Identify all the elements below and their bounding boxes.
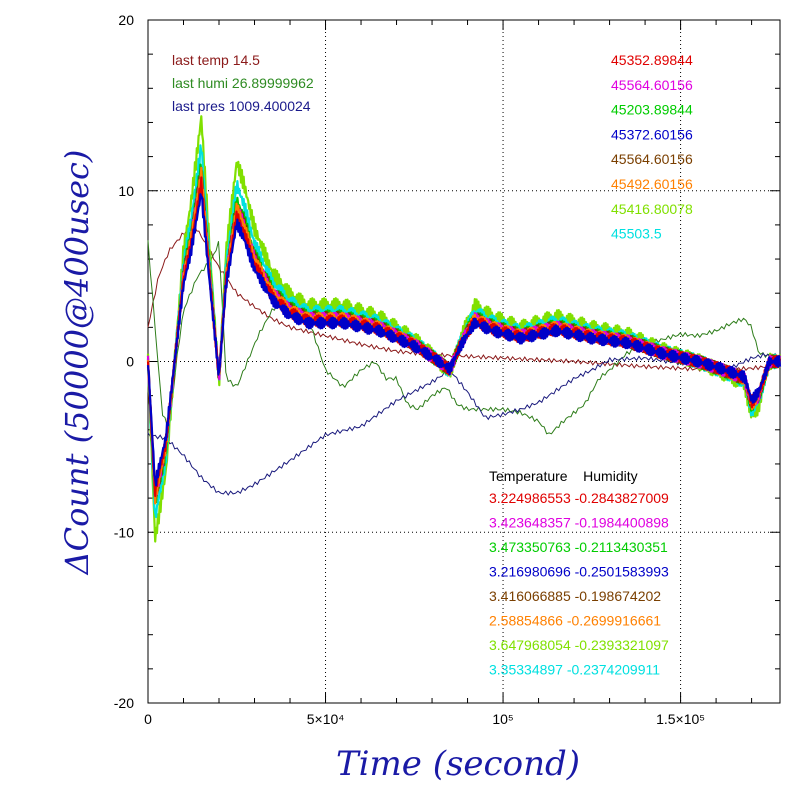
channel-mean-5: 45492.60156 (611, 176, 693, 192)
channel-mean-6: 45416.80078 (611, 201, 693, 217)
coefficient-annotations: 3.224986553 -0.2843827009 3.423648357 -0.… (489, 490, 669, 678)
coefficient-row-7: 3.35334897 -0.2374209911 (489, 662, 660, 678)
y-tick-label-0: -20 (114, 695, 134, 711)
y-axis-title: ΔCount (50000@400usec) (58, 150, 96, 577)
y-tick-label-4: 20 (118, 12, 134, 28)
coefficient-row-2: 3.473350763 -0.2113430351 (489, 539, 668, 555)
series-lines (146, 115, 782, 543)
y-tick-label-2: 0 (126, 354, 134, 370)
x-tick-labels: 0 5×10⁴ 10⁵ 1.5×10⁵ (144, 711, 705, 727)
channel-mean-annotations: 45352.89844 45564.60156 45203.89844 45372.6… (611, 52, 693, 242)
coefficient-header: Temperature Humidity (489, 468, 638, 484)
channel-mean-2: 45203.89844 (611, 102, 693, 118)
channel-mean-3: 45372.60156 (611, 126, 693, 142)
y-tick-label-3: 10 (118, 183, 134, 199)
env-line-2 (147, 352, 781, 496)
channel-mean-4: 45564.60156 (611, 151, 693, 167)
coefficient-row-3: 3.216980696 -0.2501583993 (489, 564, 669, 580)
x-tick-label-2: 10⁵ (492, 711, 513, 727)
coefficient-row-6: 3.647968054 -0.2393321097 (489, 637, 669, 653)
coefficient-row-1: 3.423648357 -0.1984400898 (489, 515, 669, 531)
x-tick-label-0: 0 (144, 711, 152, 727)
channel-mean-0: 45352.89844 (611, 52, 693, 68)
env-annotation-2: last pres 1009.400024 (172, 98, 311, 114)
x-axis-title: Time (second) (336, 744, 580, 784)
series-line-3 (146, 193, 782, 487)
env-annotation-1: last humi 26.89999962 (172, 75, 314, 91)
coefficient-row-5: 2.58854866 -0.2699916661 (489, 613, 661, 629)
channel-mean-1: 45564.60156 (611, 77, 693, 93)
env-line-1 (147, 240, 781, 435)
coefficient-row-0: 3.224986553 -0.2843827009 (489, 490, 669, 506)
coefficient-row-4: 3.416066885 -0.198674202 (489, 588, 661, 604)
env-annotation-0: last temp 14.5 (172, 52, 260, 68)
environment-annotations: last temp 14.5 last humi 26.89999962 last … (172, 52, 314, 114)
y-tick-labels: -20 -10 0 10 20 (114, 12, 134, 711)
x-tick-label-3: 1.5×10⁵ (656, 711, 705, 727)
x-tick-label-1: 5×10⁴ (307, 711, 345, 727)
y-tick-label-1: -10 (114, 524, 134, 540)
env-line-0 (147, 221, 781, 373)
channel-mean-7: 45503.5 (611, 226, 662, 242)
grid-lines (148, 20, 780, 703)
